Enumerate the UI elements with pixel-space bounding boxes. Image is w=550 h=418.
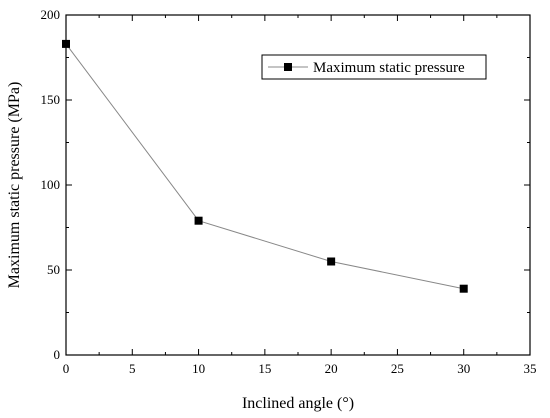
x-tick-label: 30 [457, 361, 470, 376]
axis-ticks [65, 14, 531, 356]
x-tick-label: 20 [325, 361, 338, 376]
legend-label: Maximum static pressure [313, 60, 465, 76]
data-point [459, 284, 468, 293]
x-tick-label: 5 [129, 361, 136, 376]
y-tick-label: 100 [41, 177, 61, 192]
x-tick-label: 25 [391, 361, 404, 376]
y-tick-label: 0 [54, 347, 61, 362]
series-line [65, 43, 464, 290]
data-point [194, 216, 203, 225]
legend: Maximum static pressure [261, 54, 487, 80]
y-axis-title: Maximum static pressure (MPa) [6, 82, 23, 289]
data-point [62, 39, 70, 48]
axis-tick-labels: 0 5 10 15 20 25 30 35 0 50 100 150 200 [41, 7, 537, 376]
x-axis-title: Inclined angle (°) [242, 395, 354, 412]
series-layer [62, 39, 468, 293]
y-tick-label: 50 [47, 262, 60, 277]
y-tick-label: 150 [41, 92, 61, 107]
y-tick-label: 200 [41, 7, 61, 22]
x-tick-label: 0 [63, 361, 70, 376]
x-tick-label: 35 [524, 361, 537, 376]
x-tick-label: 15 [258, 361, 271, 376]
data-point [327, 257, 336, 266]
legend-marker [284, 63, 292, 71]
x-tick-label: 10 [192, 361, 205, 376]
